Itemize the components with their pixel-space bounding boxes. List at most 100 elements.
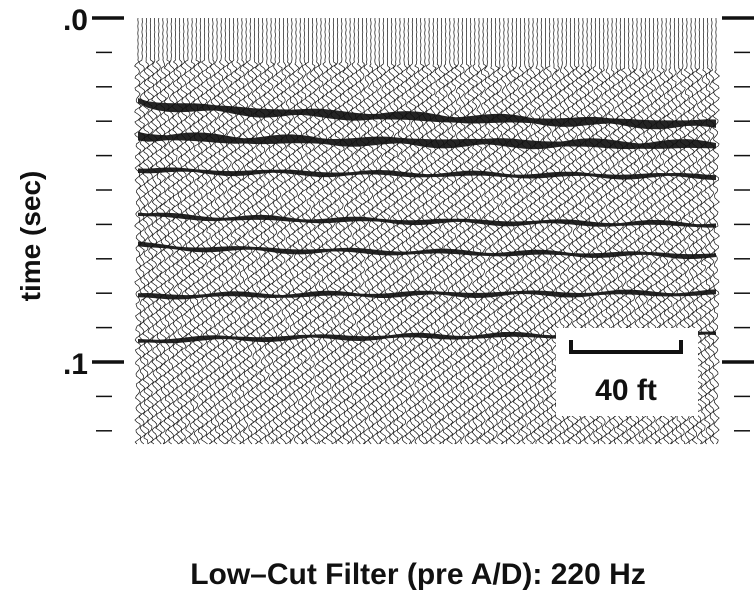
seismic-trace-35 (279, 17, 288, 445)
seismic-trace-30 (258, 17, 267, 445)
seismic-trace-87 (495, 17, 504, 445)
seismic-trace-63 (395, 17, 405, 445)
seismic-trace-27 (246, 17, 255, 445)
seismic-trace-49 (337, 17, 346, 445)
seismic-trace-78 (458, 17, 467, 445)
seismic-trace-5 (154, 17, 163, 445)
seismic-trace-1 (138, 18, 147, 445)
seismic-trace-97 (537, 17, 546, 445)
seismic-trace-26 (242, 18, 251, 445)
seismic-trace-32 (267, 17, 276, 445)
seismic-trace-10 (175, 17, 184, 445)
seismic-trace-25 (237, 17, 247, 445)
seismic-trace-93 (520, 17, 529, 445)
seismic-trace-14 (192, 17, 201, 445)
seismic-trace-31 (262, 17, 271, 445)
reflector-event-0 (138, 98, 716, 130)
seismic-trace-38 (291, 17, 301, 445)
scale-bar: 40 ft (556, 328, 698, 416)
seismic-trace-36 (283, 17, 292, 445)
seismic-trace-3 (146, 17, 155, 445)
seismic-trace-15 (196, 17, 205, 445)
reflector-event-4 (138, 241, 716, 260)
reflector-event-5 (138, 289, 716, 300)
seismic-trace-9 (171, 17, 180, 445)
seismic-trace-17 (204, 17, 213, 445)
seismic-trace-39 (296, 17, 305, 445)
seismic-trace-40 (300, 17, 309, 445)
left-axis: .0 .1 time (sec) (15, 4, 124, 432)
seismic-trace-138 (707, 17, 716, 445)
right-minor-ticks (734, 51, 750, 432)
seismic-trace-7 (163, 18, 172, 445)
seismic-trace-100 (549, 17, 558, 445)
seismic-trace-73 (437, 18, 446, 445)
seismic-trace-20 (217, 18, 226, 445)
seismic-trace-6 (158, 17, 168, 445)
reflector-event-1 (138, 131, 716, 150)
seismic-trace-66 (408, 17, 417, 445)
seismic-trace-62 (391, 17, 400, 445)
seismic-trace-82 (474, 17, 483, 445)
left-minor-ticks (96, 51, 112, 432)
seismic-trace-16 (200, 17, 209, 445)
seismic-trace-22 (225, 17, 234, 445)
seismic-trace-139 (711, 18, 720, 445)
seismic-trace-41 (304, 17, 313, 445)
seismic-trace-61 (387, 17, 396, 444)
figure-caption: Low–Cut Filter (pre A/D): 220 Hz (190, 558, 646, 590)
seismic-trace-42 (308, 18, 317, 445)
seismic-trace-95 (529, 18, 537, 445)
reflector-event-3 (138, 212, 716, 228)
scale-bar-label: 40 ft (595, 374, 657, 407)
seismic-trace-70 (424, 18, 434, 445)
seismic-trace-24 (234, 17, 242, 445)
seismic-trace-57 (371, 17, 379, 445)
seismic-trace-99 (545, 17, 554, 445)
seismic-trace-58 (375, 17, 384, 445)
seismic-trace-88 (499, 17, 509, 445)
seismic-trace-71 (429, 17, 438, 445)
seismic-trace-92 (516, 18, 525, 445)
seismic-trace-75 (445, 17, 454, 445)
seismic-trace-136 (699, 18, 708, 445)
seismic-trace-89 (504, 18, 513, 445)
seismic-trace-69 (420, 17, 429, 445)
seismic-trace-98 (541, 17, 550, 445)
seismic-trace-84 (483, 17, 492, 445)
seismic-trace-48 (333, 18, 342, 444)
seismic-trace-81 (470, 17, 479, 445)
seismic-trace-29 (254, 18, 263, 445)
seismic-trace-54 (358, 17, 367, 445)
scale-box (556, 328, 698, 416)
seismic-trace-19 (213, 17, 221, 445)
seismic-trace-80 (466, 17, 475, 445)
seismic-trace-79 (462, 17, 471, 445)
seismic-trace-37 (287, 17, 296, 445)
seismic-trace-137 (703, 17, 712, 445)
seismic-trace-65 (404, 17, 413, 445)
seismic-trace-74 (441, 17, 450, 445)
seismic-trace-11 (179, 17, 188, 445)
y-axis-label: time (sec) (15, 171, 46, 302)
seismic-trace-12 (183, 17, 193, 445)
seismic-trace-23 (229, 18, 238, 445)
seismic-trace-51 (346, 17, 355, 445)
seismic-trace-21 (221, 17, 230, 445)
seismic-trace-28 (250, 17, 259, 445)
seismic-trace-55 (362, 17, 371, 445)
seismic-trace-59 (379, 17, 388, 445)
seismic-trace-68 (416, 17, 425, 445)
seismic-trace-76 (450, 18, 459, 445)
seismic-trace-33 (271, 17, 279, 445)
seismic-trace-45 (321, 17, 330, 445)
seismic-trace-46 (325, 17, 334, 445)
ytick-label-0: .0 (63, 4, 88, 37)
seismic-trace-94 (524, 17, 533, 445)
seismic-trace-90 (508, 17, 517, 445)
seismic-trace-86 (491, 17, 500, 445)
seismic-trace-67 (412, 18, 421, 445)
seismic-trace-34 (275, 17, 284, 445)
seismic-trace-0 (134, 17, 143, 445)
